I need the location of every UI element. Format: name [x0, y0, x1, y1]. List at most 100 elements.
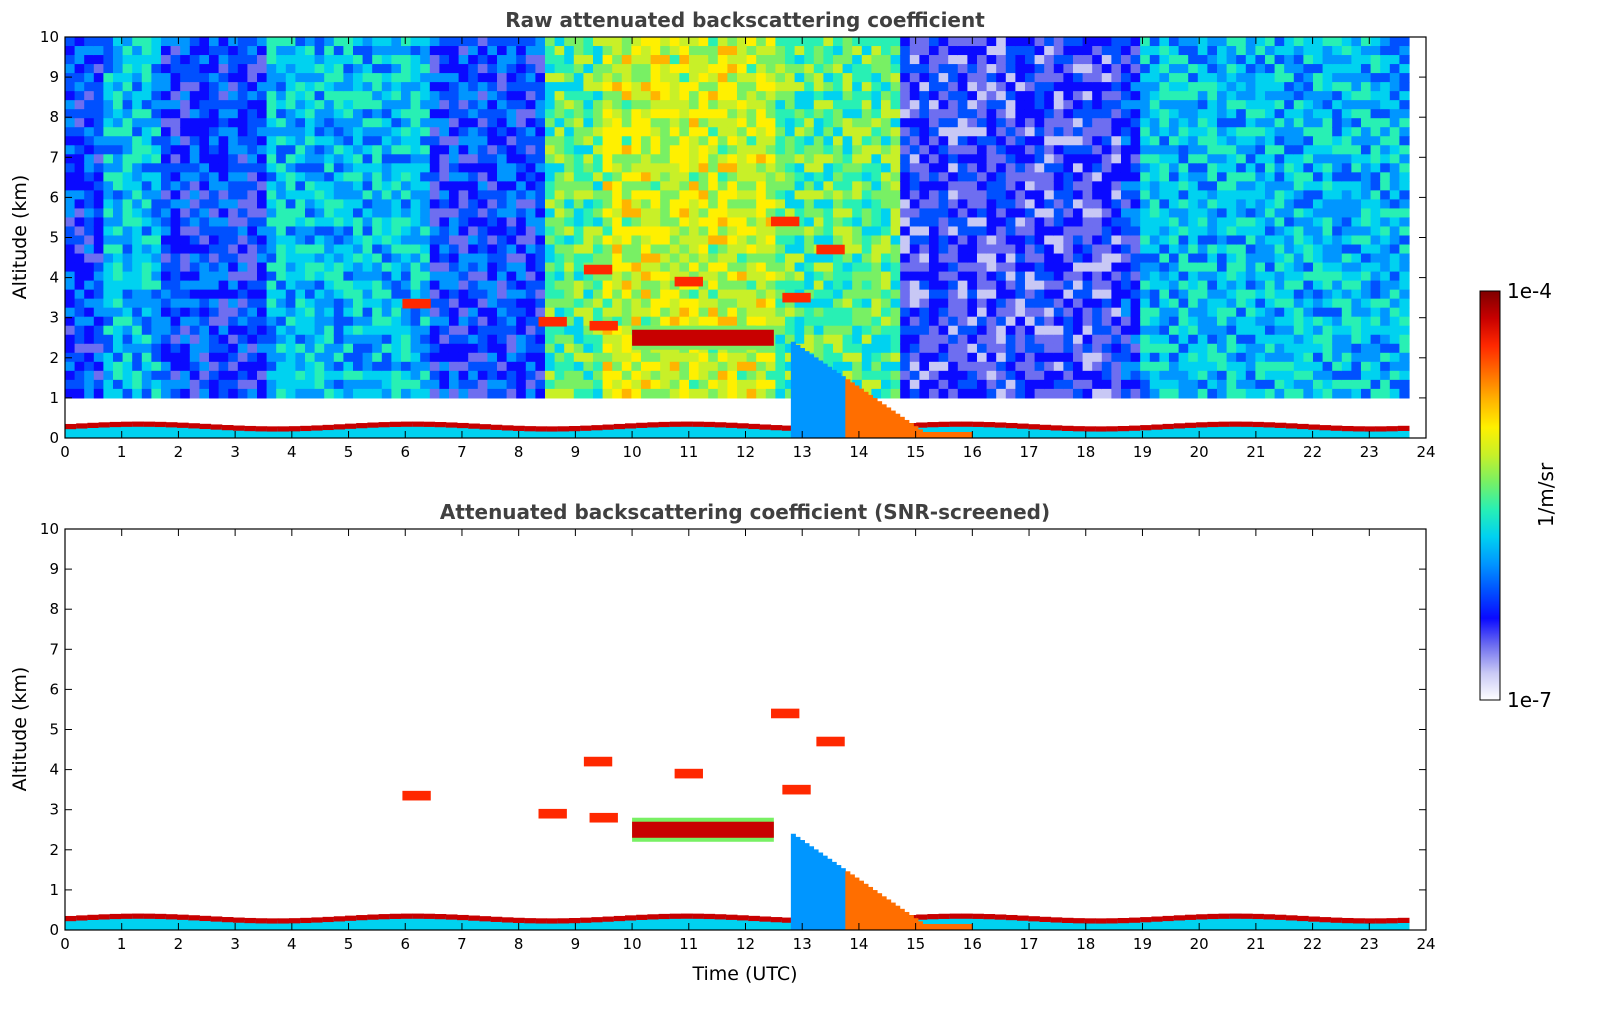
noise-cell: [1044, 190, 1055, 201]
noise-cell: [794, 73, 805, 83]
noise-cell: [1168, 55, 1180, 65]
noise-cell: [180, 271, 191, 282]
noise-cell: [909, 226, 920, 237]
noise-cell: [65, 388, 76, 399]
noise-cell: [266, 307, 277, 318]
noise-cell: [688, 163, 700, 173]
noise-cell: [1226, 280, 1237, 291]
noise-cell: [381, 172, 392, 182]
noise-cell: [372, 361, 383, 372]
noise-cell: [1188, 235, 1199, 246]
noise-cell: [525, 37, 536, 47]
noise-cell: [122, 109, 133, 119]
noise-cell: [487, 172, 498, 182]
noise-cell: [151, 343, 162, 354]
noise-cell: [919, 244, 930, 255]
noise-cell: [477, 208, 488, 219]
noise-cell: [1140, 100, 1151, 110]
noise-cell: [458, 73, 469, 83]
noise-cell: [794, 262, 805, 273]
noise-cell: [199, 109, 210, 119]
noise-cell: [429, 334, 440, 345]
noise-cell: [1092, 388, 1103, 399]
noise-cell: [276, 190, 287, 201]
noise-cell: [1236, 100, 1247, 110]
noise-cell: [333, 37, 344, 47]
noise-cell: [295, 244, 306, 255]
noise-cell: [1168, 109, 1180, 119]
noise-cell: [295, 379, 306, 390]
noise-cell: [775, 325, 786, 336]
noise-cell: [535, 199, 546, 210]
noise-cell: [727, 91, 738, 101]
noise-cell: [621, 163, 632, 173]
noise-cell: [852, 352, 863, 363]
noise-cell: [362, 208, 373, 219]
noise-cell: [1024, 190, 1036, 201]
noise-cell: [1005, 46, 1016, 56]
noise-cell: [919, 127, 930, 137]
noise-cell: [679, 271, 690, 282]
noise-cell: [708, 235, 719, 246]
noise-cell: [525, 82, 536, 92]
noise-cell: [621, 181, 632, 191]
noise-cell: [583, 334, 594, 345]
noise-cell: [842, 217, 853, 228]
noise-cell: [909, 379, 920, 390]
noise-cell: [1120, 109, 1132, 119]
noise-cell: [698, 226, 709, 237]
noise-cell: [487, 343, 498, 354]
noise-cell: [304, 388, 316, 399]
noise-cell: [861, 280, 872, 291]
noise-cell: [775, 208, 786, 219]
noise-cell: [669, 244, 680, 255]
noise-cell: [429, 343, 440, 354]
noise-cell: [1216, 307, 1228, 318]
noise-cell: [900, 235, 911, 246]
noise-cell: [688, 352, 700, 363]
noise-cell: [391, 343, 402, 354]
noise-cell: [410, 73, 421, 83]
noise-cell: [621, 199, 632, 210]
noise-cell: [1120, 298, 1132, 309]
noise-cell: [304, 334, 316, 345]
noise-cell: [1072, 118, 1084, 128]
noise-cell: [660, 154, 671, 164]
noise-cell: [132, 334, 143, 345]
noise-cell: [1188, 64, 1199, 74]
noise-cell: [487, 109, 498, 119]
noise-cell: [429, 379, 440, 390]
noise-cell: [938, 37, 949, 47]
noise-cell: [477, 334, 488, 345]
noise-cell: [1120, 343, 1132, 354]
noise-cell: [765, 46, 776, 56]
noise-cell: [285, 280, 296, 291]
noise-cell: [1082, 325, 1093, 336]
noise-cell: [1236, 271, 1247, 282]
noise-cell: [832, 46, 844, 56]
noise-cell: [775, 154, 786, 164]
noise-cell: [583, 379, 594, 390]
noise-cell: [957, 181, 968, 191]
noise-cell: [804, 109, 815, 119]
noise-cell: [112, 46, 124, 56]
noise-cell: [1207, 172, 1218, 182]
noise-cell: [1245, 244, 1256, 255]
noise-cell: [400, 73, 412, 83]
noise-cell: [1072, 325, 1084, 336]
noise-cell: [1015, 91, 1026, 101]
noise-cell: [276, 379, 287, 390]
noise-cell: [74, 145, 85, 155]
noise-cell: [1130, 100, 1141, 110]
noise-cell: [516, 298, 527, 309]
noise-cell: [458, 136, 469, 146]
noise-cell: [996, 334, 1007, 345]
noise-cell: [544, 289, 556, 300]
noise-cell: [429, 145, 440, 155]
noise-cell: [74, 172, 85, 182]
noise-cell: [199, 226, 210, 237]
noise-cell: [218, 244, 229, 255]
noise-cell: [180, 226, 191, 237]
noise-cell: [439, 244, 450, 255]
noise-cell: [804, 181, 815, 191]
